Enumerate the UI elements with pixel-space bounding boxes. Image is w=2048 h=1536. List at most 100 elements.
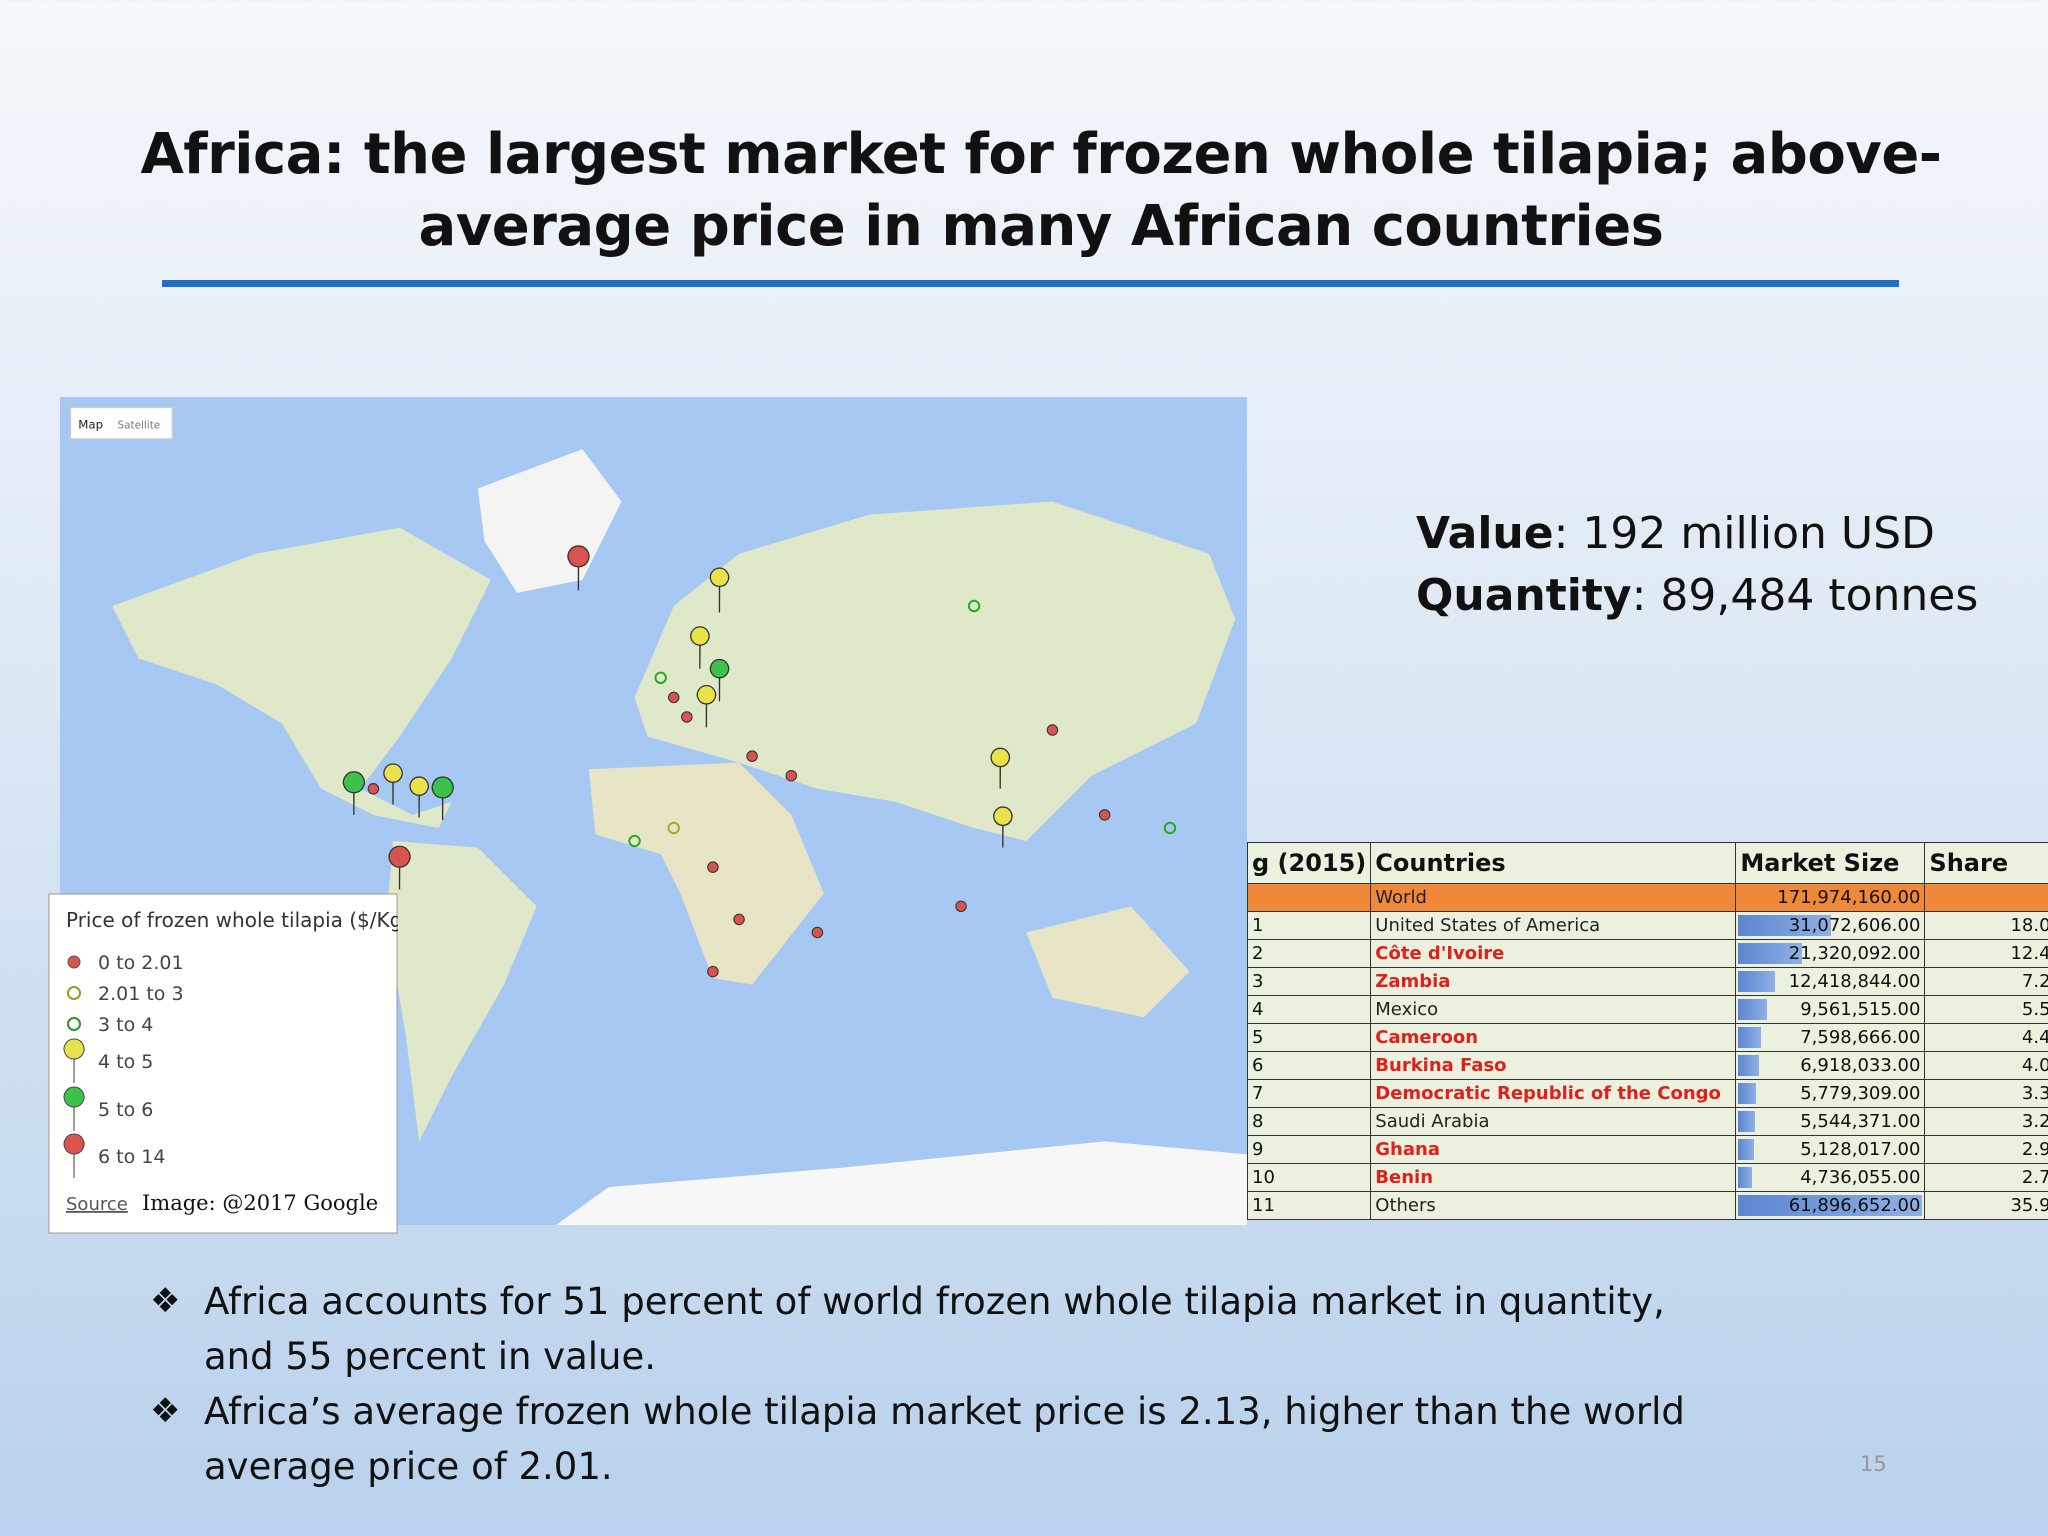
- market-size: 171,974,160.00: [1777, 887, 1921, 908]
- table-row: 7 Democratic Republic of the Congo 5,779,3…: [1246, 1079, 2048, 1108]
- header-cell: g (2015): [1246, 842, 1372, 884]
- data-bar: [1738, 1111, 1755, 1132]
- market-table: g (2015) Countries Market Size Share World 17…: [1246, 842, 2048, 1220]
- pins: [342, 545, 1177, 978]
- country-cell: Zambia: [1370, 967, 1737, 996]
- country-cell: World: [1370, 883, 1737, 912]
- stat-label: Value: [1416, 508, 1554, 559]
- market-size: 5,128,017.00: [1800, 1139, 1921, 1160]
- legend-item: 3 to 4: [98, 1014, 153, 1036]
- rank-cell: 11: [1246, 1191, 1372, 1220]
- data-bar: [1738, 971, 1776, 992]
- share-cell: 2.98: [1924, 1135, 2048, 1164]
- market-size: 6,918,033.00: [1800, 1055, 1921, 1076]
- header-cell: Share: [1924, 842, 2048, 884]
- share-cell: 5.56: [1924, 995, 2048, 1024]
- rank-cell: 2: [1246, 939, 1372, 968]
- market-size: 31,072,606.00: [1788, 915, 1921, 936]
- stat-text: : 89,484 tonnes: [1631, 570, 1979, 621]
- title-line: Africa: the largest market for frozen wh…: [140, 122, 1942, 187]
- market-size: 21,320,092.00: [1788, 943, 1921, 964]
- country-cell: Cameroon: [1370, 1023, 1737, 1052]
- country-cell: Saudi Arabia: [1370, 1107, 1737, 1136]
- rank-cell: 8: [1246, 1107, 1372, 1136]
- page-number: 15: [1860, 1452, 1887, 1476]
- rank-cell: 4: [1246, 995, 1372, 1024]
- market-size: 12,418,844.00: [1788, 971, 1921, 992]
- title-rule: [162, 280, 1899, 287]
- map-button[interactable]: Map: [78, 417, 103, 431]
- country-cell: Côte d'Ivoire: [1370, 939, 1737, 968]
- bullet-text: Africa’s average frozen whole tilapia ma…: [204, 1390, 1685, 1488]
- legend-icon: [63, 1038, 85, 1084]
- share-cell: 3.22: [1924, 1107, 2048, 1136]
- rank-cell: 5: [1246, 1023, 1372, 1052]
- data-bar: [1738, 1083, 1756, 1104]
- rank-cell: 9: [1246, 1135, 1372, 1164]
- stat-label: Quantity: [1416, 570, 1632, 621]
- market-size-cell: 12,418,844.00: [1735, 967, 1926, 996]
- map-button[interactable]: Satellite: [117, 419, 160, 431]
- market-size: 9,561,515.00: [1800, 999, 1921, 1020]
- legend-credit: Image: @2017 Google: [142, 1191, 378, 1215]
- map-type-control[interactable]: [69, 406, 173, 440]
- rank-cell: 6: [1246, 1051, 1372, 1080]
- share-cell: 4.02: [1924, 1051, 2048, 1080]
- market-size-cell: 21,320,092.00: [1735, 939, 1926, 968]
- country-cell: Burkina Faso: [1370, 1051, 1737, 1080]
- country-cell: Ghana: [1370, 1135, 1737, 1164]
- legend-title: Price of frozen whole tilapia ($/Kg): [66, 908, 398, 932]
- share-cell: 3.36: [1924, 1079, 2048, 1108]
- country-cell: Democratic Republic of the Congo: [1370, 1079, 1737, 1108]
- rank-cell: 10: [1246, 1163, 1372, 1192]
- data-bar: [1738, 1139, 1754, 1160]
- market-size-cell: 5,544,371.00: [1735, 1107, 1926, 1136]
- bullet: ❖ Africa’s average frozen whole tilapia m…: [150, 1384, 1744, 1494]
- data-bar: [1738, 999, 1767, 1020]
- land: [556, 1141, 1247, 1225]
- land: [112, 527, 491, 828]
- share-cell: 7.22: [1924, 967, 2048, 996]
- market-size-cell: 4,736,055.00: [1735, 1163, 1926, 1192]
- market-size: 7,598,666.00: [1800, 1027, 1921, 1048]
- legend-icon: [67, 986, 81, 1000]
- country-cell: Benin: [1370, 1163, 1737, 1192]
- rank-cell: 3: [1246, 967, 1372, 996]
- land: [1026, 906, 1190, 1018]
- table-row: 1 United States of America 31,072,606.00 18…: [1246, 911, 2048, 940]
- legend-icon: [67, 1017, 81, 1031]
- market-size: 5,544,371.00: [1800, 1111, 1921, 1132]
- share-cell: 35.99: [1924, 1191, 2048, 1220]
- land: [634, 501, 1236, 842]
- stat: Quantity: 89,484 tonnes: [1416, 570, 1978, 621]
- market-size-cell: 31,072,606.00: [1735, 911, 1926, 940]
- country-cell: Others: [1370, 1191, 1737, 1220]
- header-row: g (2015) Countries Market Size Share: [1246, 842, 2048, 884]
- bullet-text: Africa accounts for 51 percent of world …: [204, 1280, 1665, 1378]
- market-size: 5,779,309.00: [1800, 1083, 1921, 1104]
- title-line: average price in many African countries: [418, 194, 1664, 259]
- legend-item: 6 to 14: [98, 1146, 165, 1168]
- rank-cell: [1246, 883, 1372, 912]
- market-size-cell: 6,918,033.00: [1735, 1051, 1926, 1080]
- map-legend: Price of frozen whole tilapia ($/Kg) 0 t…: [48, 893, 398, 1234]
- market-size-cell: 5,128,017.00: [1735, 1135, 1926, 1164]
- header-cell: Countries: [1370, 842, 1737, 884]
- header-cell: Market Size: [1735, 842, 1926, 884]
- bullet-symbol: ❖: [150, 1281, 181, 1321]
- land: [588, 762, 824, 985]
- legend-icon: [63, 1086, 85, 1132]
- stat-text: : 192 million USD: [1553, 508, 1935, 559]
- stat: Value: 192 million USD: [1416, 508, 1935, 559]
- legend-source[interactable]: Source: [66, 1194, 128, 1215]
- legend-item: 5 to 6: [98, 1099, 153, 1121]
- market-size-cell: 5,779,309.00: [1735, 1079, 1926, 1108]
